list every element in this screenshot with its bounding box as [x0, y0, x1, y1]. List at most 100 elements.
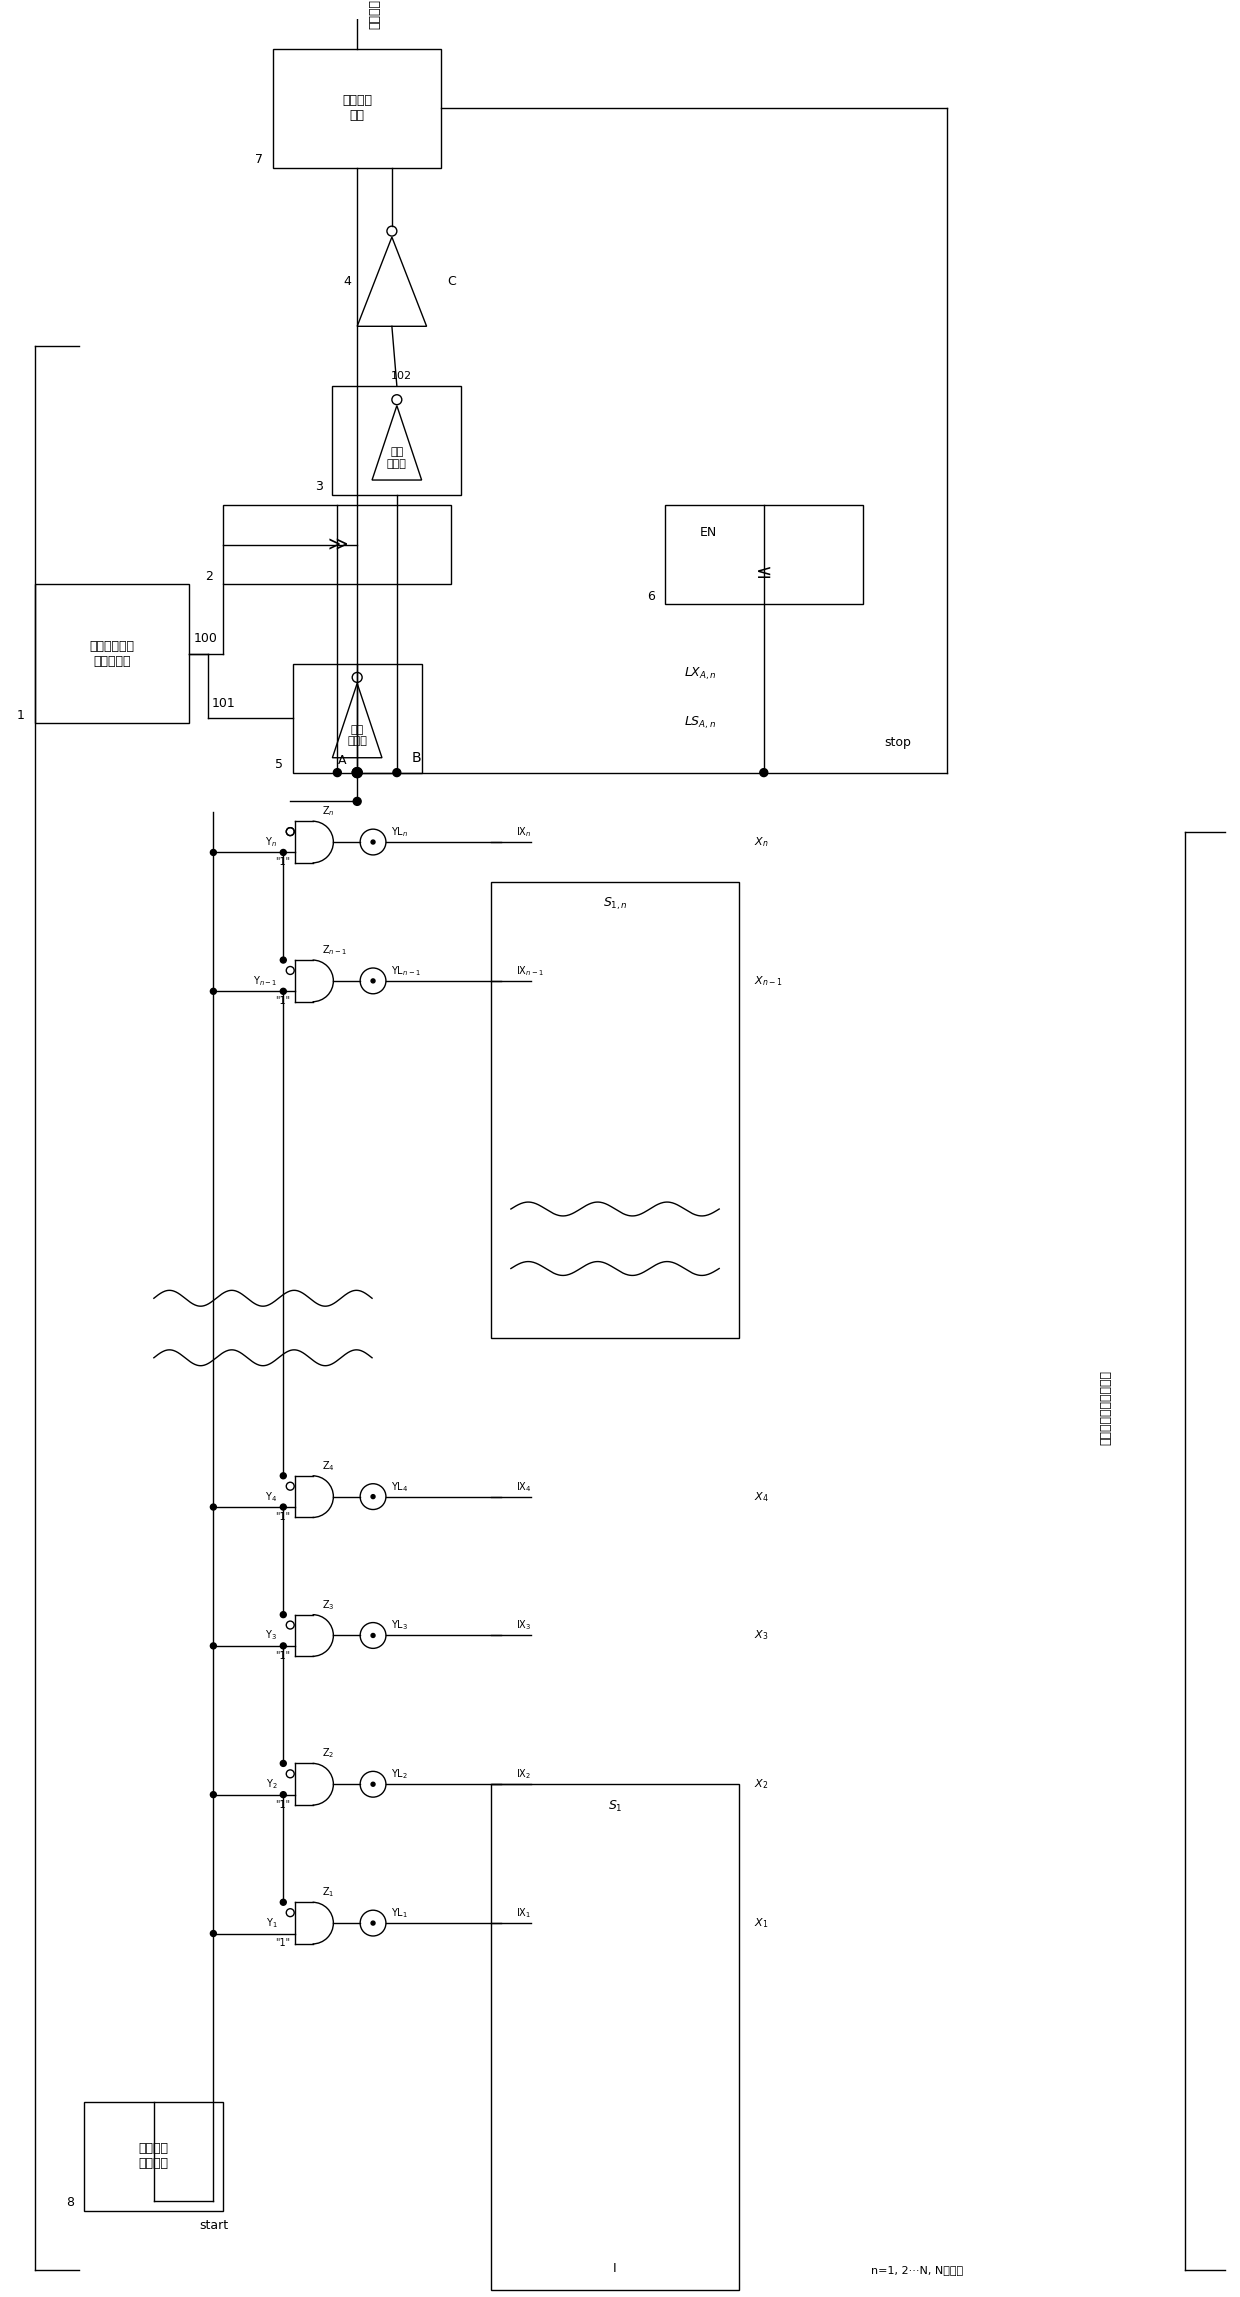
Text: Y$_{4}$: Y$_{4}$: [265, 1491, 278, 1505]
Text: "1": "1": [275, 1939, 290, 1948]
Circle shape: [371, 1495, 374, 1498]
Text: B: B: [412, 751, 422, 765]
Circle shape: [760, 769, 768, 776]
Circle shape: [280, 1900, 286, 1904]
Text: "1": "1": [275, 857, 290, 868]
Text: Y$_{n-1}$: Y$_{n-1}$: [253, 974, 278, 988]
Text: YL$_{n}$: YL$_{n}$: [391, 825, 408, 838]
Text: $X_{4}$: $X_{4}$: [754, 1491, 769, 1505]
Circle shape: [280, 1472, 286, 1479]
Text: 3: 3: [315, 480, 322, 494]
Circle shape: [280, 958, 286, 962]
Circle shape: [280, 1505, 286, 1509]
Text: IX$_{n}$: IX$_{n}$: [516, 825, 532, 838]
Circle shape: [371, 1920, 374, 1925]
Circle shape: [352, 767, 362, 779]
Circle shape: [353, 769, 361, 776]
Text: 预置单元延迟定时参数: 预置单元延迟定时参数: [1100, 1369, 1112, 1445]
Circle shape: [353, 797, 361, 806]
Circle shape: [371, 1633, 374, 1638]
Circle shape: [393, 769, 401, 776]
Text: 100: 100: [193, 632, 218, 645]
Circle shape: [371, 1782, 374, 1787]
Text: ≫: ≫: [327, 535, 347, 554]
Text: YL$_{1}$: YL$_{1}$: [391, 1907, 408, 1920]
Bar: [491, 1785, 739, 2290]
Text: 时钟输出
电路: 时钟输出 电路: [342, 94, 372, 122]
Text: start: start: [198, 2219, 228, 2233]
Text: YL$_{3}$: YL$_{3}$: [391, 1619, 408, 1633]
Text: "1": "1": [275, 997, 290, 1006]
Text: C: C: [448, 276, 456, 287]
Text: 102: 102: [392, 370, 413, 381]
Text: IX$_{2}$: IX$_{2}$: [516, 1766, 531, 1780]
Text: 系统时钟
定时电路: 系统时钟 定时电路: [139, 2143, 169, 2171]
Bar: [491, 882, 739, 1337]
Text: $LX_{A,n}$: $LX_{A,n}$: [684, 666, 718, 682]
Circle shape: [280, 1760, 286, 1766]
Text: Z$_{n}$: Z$_{n}$: [322, 804, 335, 818]
Circle shape: [280, 850, 286, 854]
Bar: [223, 505, 451, 583]
Text: EN: EN: [699, 526, 717, 540]
Text: 2: 2: [206, 570, 213, 583]
Text: $X_{n-1}$: $X_{n-1}$: [754, 974, 782, 988]
Circle shape: [352, 767, 362, 779]
Text: Z$_{1}$: Z$_{1}$: [322, 1886, 335, 1900]
Circle shape: [211, 1642, 216, 1649]
Text: Y$_{3}$: Y$_{3}$: [265, 1629, 278, 1642]
Bar: [665, 505, 863, 604]
Text: "1": "1": [275, 1652, 290, 1661]
Text: IX$_{4}$: IX$_{4}$: [516, 1479, 532, 1493]
Text: IX$_{1}$: IX$_{1}$: [516, 1907, 531, 1920]
Text: 1: 1: [17, 707, 25, 721]
Circle shape: [211, 1929, 216, 1936]
Circle shape: [371, 979, 374, 983]
Bar: [35, 583, 188, 724]
Circle shape: [280, 1642, 286, 1649]
Text: stop: stop: [884, 737, 911, 749]
Text: 101: 101: [211, 696, 236, 710]
Circle shape: [280, 988, 286, 995]
Text: 双沿
计数器: 双沿 计数器: [347, 724, 367, 747]
Bar: [84, 2102, 223, 2210]
Text: A: A: [339, 753, 346, 767]
Text: ≤: ≤: [755, 563, 773, 581]
Text: YL$_{n-1}$: YL$_{n-1}$: [391, 965, 420, 979]
Text: $S_1$: $S_1$: [608, 1799, 622, 1815]
Text: IX$_{n-1}$: IX$_{n-1}$: [516, 965, 544, 979]
Text: n=1, 2···N, N为奇数: n=1, 2···N, N为奇数: [872, 2265, 963, 2276]
Text: 脉冲输出: 脉冲输出: [368, 0, 382, 30]
Text: $X_{1}$: $X_{1}$: [754, 1916, 769, 1929]
Text: $S_{1,n}$: $S_{1,n}$: [603, 896, 627, 912]
Text: $X_{n}$: $X_{n}$: [754, 836, 769, 850]
Text: YL$_{4}$: YL$_{4}$: [391, 1479, 408, 1493]
Bar: [332, 386, 461, 494]
Text: 7: 7: [255, 154, 263, 165]
Text: $LS_{A,n}$: $LS_{A,n}$: [684, 714, 717, 730]
Text: YL$_{2}$: YL$_{2}$: [391, 1766, 408, 1780]
Text: Y$_{n}$: Y$_{n}$: [265, 836, 278, 850]
Text: I: I: [614, 2263, 616, 2274]
Text: Z$_{4}$: Z$_{4}$: [322, 1459, 335, 1472]
Text: IX$_{3}$: IX$_{3}$: [516, 1619, 531, 1633]
Text: 6: 6: [647, 590, 655, 602]
Circle shape: [371, 841, 374, 843]
Text: 8: 8: [67, 2196, 74, 2210]
Text: Z$_{3}$: Z$_{3}$: [322, 1599, 335, 1612]
Text: Z$_{n-1}$: Z$_{n-1}$: [322, 944, 347, 958]
Circle shape: [211, 850, 216, 854]
Circle shape: [280, 1612, 286, 1617]
Text: Z$_{2}$: Z$_{2}$: [322, 1746, 335, 1760]
Circle shape: [211, 1505, 216, 1509]
Text: Y$_{2}$: Y$_{2}$: [265, 1778, 278, 1792]
Circle shape: [280, 1792, 286, 1799]
Circle shape: [334, 769, 341, 776]
Text: 预置环路振荡
器定时参数: 预置环路振荡 器定时参数: [89, 639, 134, 668]
Text: Y$_{1}$: Y$_{1}$: [265, 1916, 278, 1929]
Text: $X_{3}$: $X_{3}$: [754, 1629, 769, 1642]
Text: $X_{2}$: $X_{2}$: [754, 1778, 768, 1792]
Text: 双沿
计数器: 双沿 计数器: [387, 448, 407, 469]
Text: "1": "1": [275, 1511, 290, 1523]
Bar: [293, 664, 422, 772]
